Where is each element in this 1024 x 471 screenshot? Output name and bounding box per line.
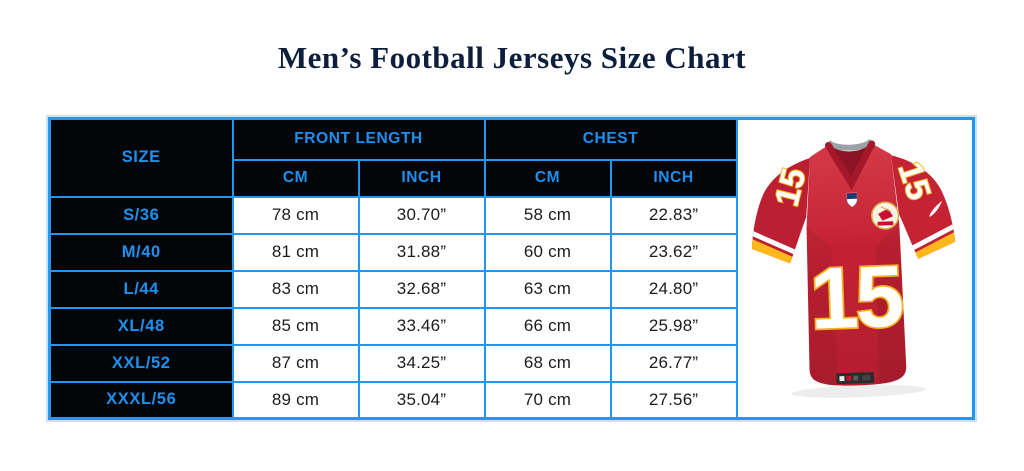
jock-tag [836,371,875,384]
measurement-cell: 63 cm [483,269,612,309]
jersey-chest-number: 15 [809,247,904,347]
measurement-cell: 70 cm [483,380,612,420]
jersey-image: 15 15 [749,138,957,398]
table-row: XXL/52 87 cm 34.25” 68 cm 26.77” [48,343,974,383]
nfl-shield-icon [846,192,858,207]
column-group-chest: CHEST [483,117,738,161]
subheader-front-inch: INCH [357,158,486,198]
measurement-cell: 32.68” [357,269,486,309]
measurement-cell: 81 cm [231,232,360,272]
measurement-cell: 68 cm [483,343,612,383]
measurement-cell: 27.56” [609,380,738,420]
subheader-chest-cm: CM [483,158,612,198]
measurement-cell: 87 cm [231,343,360,383]
collar-back-band [826,138,875,151]
size-label: XL/48 [48,306,234,346]
size-label: XXXL/56 [48,380,234,420]
team-patch-icon [871,201,900,230]
v-neck-trim [825,139,876,190]
table-row: XL/48 85 cm 33.46” 66 cm 25.98” [48,306,974,346]
table-row: S/36 78 cm 30.70” 58 cm 22.83” [48,195,974,235]
size-label: M/40 [48,232,234,272]
table-row: M/40 81 cm 31.88” 60 cm 23.62” [48,232,974,272]
measurement-cell: 60 cm [483,232,612,272]
measurement-cell: 78 cm [231,195,360,235]
column-header-size: SIZE [48,117,234,198]
nike-swoosh-icon [929,200,943,217]
v-neck-opening [830,143,871,179]
measurement-cell: 83 cm [231,269,360,309]
size-label: L/44 [48,269,234,309]
measurement-cell: 58 cm [483,195,612,235]
measurement-cell: 24.80” [609,269,738,309]
measurement-cell: 85 cm [231,306,360,346]
size-label: XXL/52 [48,343,234,383]
measurement-cell: 30.70” [357,195,486,235]
measurement-cell: 35.04” [357,380,486,420]
jersey-shadow [791,384,927,398]
measurement-cell: 25.98” [609,306,738,346]
size-chart-table: SIZE FRONT LENGTH CHEST [48,117,976,420]
measurement-cell: 34.25” [357,343,486,383]
measurement-cell: 89 cm [231,380,360,420]
size-label: S/36 [48,195,234,235]
measurement-cell: 23.62” [609,232,738,272]
page-title: Men’s Football Jerseys Size Chart [277,40,747,75]
table-row: L/44 83 cm 32.68” 63 cm 24.80” [48,269,974,309]
measurement-cell: 66 cm [483,306,612,346]
table-row: XXXL/56 89 cm 35.04” 70 cm 27.56” [48,380,974,420]
measurement-cell: 26.77” [609,343,738,383]
column-group-front-length: FRONT LENGTH [231,117,486,161]
subheader-chest-inch: INCH [609,158,738,198]
subheader-front-cm: CM [231,158,360,198]
measurement-cell: 22.83” [609,195,738,235]
measurement-cell: 33.46” [357,306,486,346]
measurement-cell: 31.88” [357,232,486,272]
jersey-image-cell: 15 15 [735,117,975,420]
